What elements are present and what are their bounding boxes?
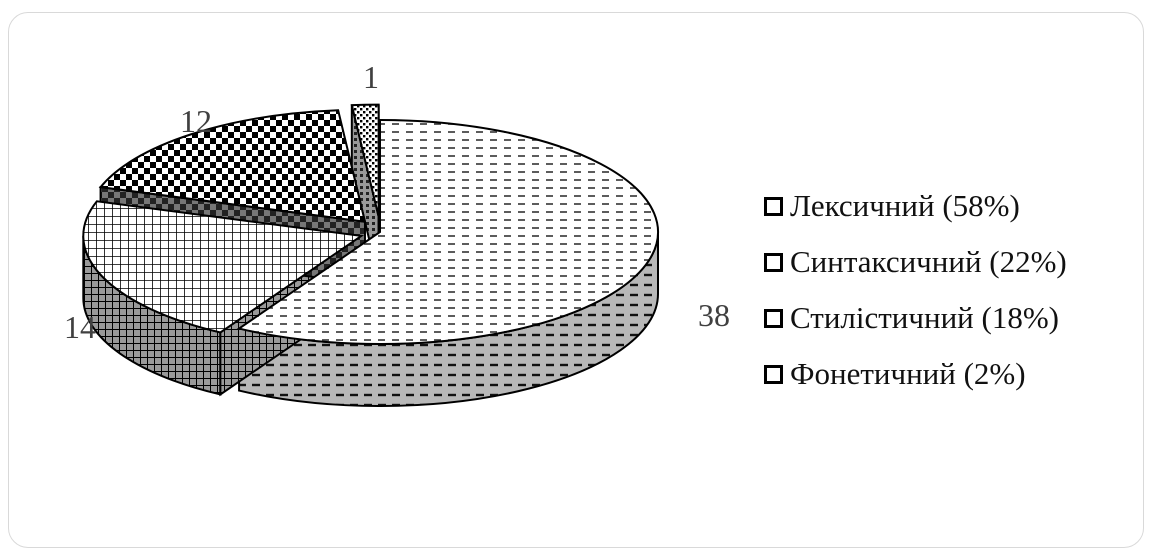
legend-swatch-phonetic — [764, 364, 783, 384]
pie-slice-syntactic — [82, 200, 365, 334]
legend-item-phonetic: Фонетичний (2%) — [764, 346, 1067, 402]
pie-label-phonetic: 1 — [363, 59, 379, 95]
legend-item-syntactic: Синтаксичний (22%) — [764, 234, 1067, 290]
pie-label-syntactic: 14 — [64, 309, 96, 345]
legend-label-phonetic: Фонетичний (2%) — [790, 356, 1026, 391]
pie-slice-phonetic — [350, 103, 380, 217]
legend: Лексичний (58%) Синтаксичний (22%) Стилі… — [764, 178, 1067, 402]
legend-item-stylistic: Стилістичний (18%) — [764, 290, 1067, 346]
legend-swatch-lexical — [764, 196, 783, 216]
legend-swatch-stylistic — [764, 308, 783, 328]
legend-item-lexical: Лексичний (58%) — [764, 178, 1067, 234]
pie-slice-stylistic — [98, 109, 367, 223]
pie-label-stylistic: 12 — [180, 103, 212, 139]
pie-slice-lexical — [236, 118, 659, 345]
legend-label-syntactic: Синтаксичний (22%) — [790, 244, 1067, 279]
legend-label-stylistic: Стилістичний (18%) — [790, 300, 1059, 335]
legend-label-lexical: Лексичний (58%) — [790, 188, 1020, 223]
legend-swatch-syntactic — [764, 252, 783, 272]
pie-label-lexical: 38 — [698, 297, 730, 333]
